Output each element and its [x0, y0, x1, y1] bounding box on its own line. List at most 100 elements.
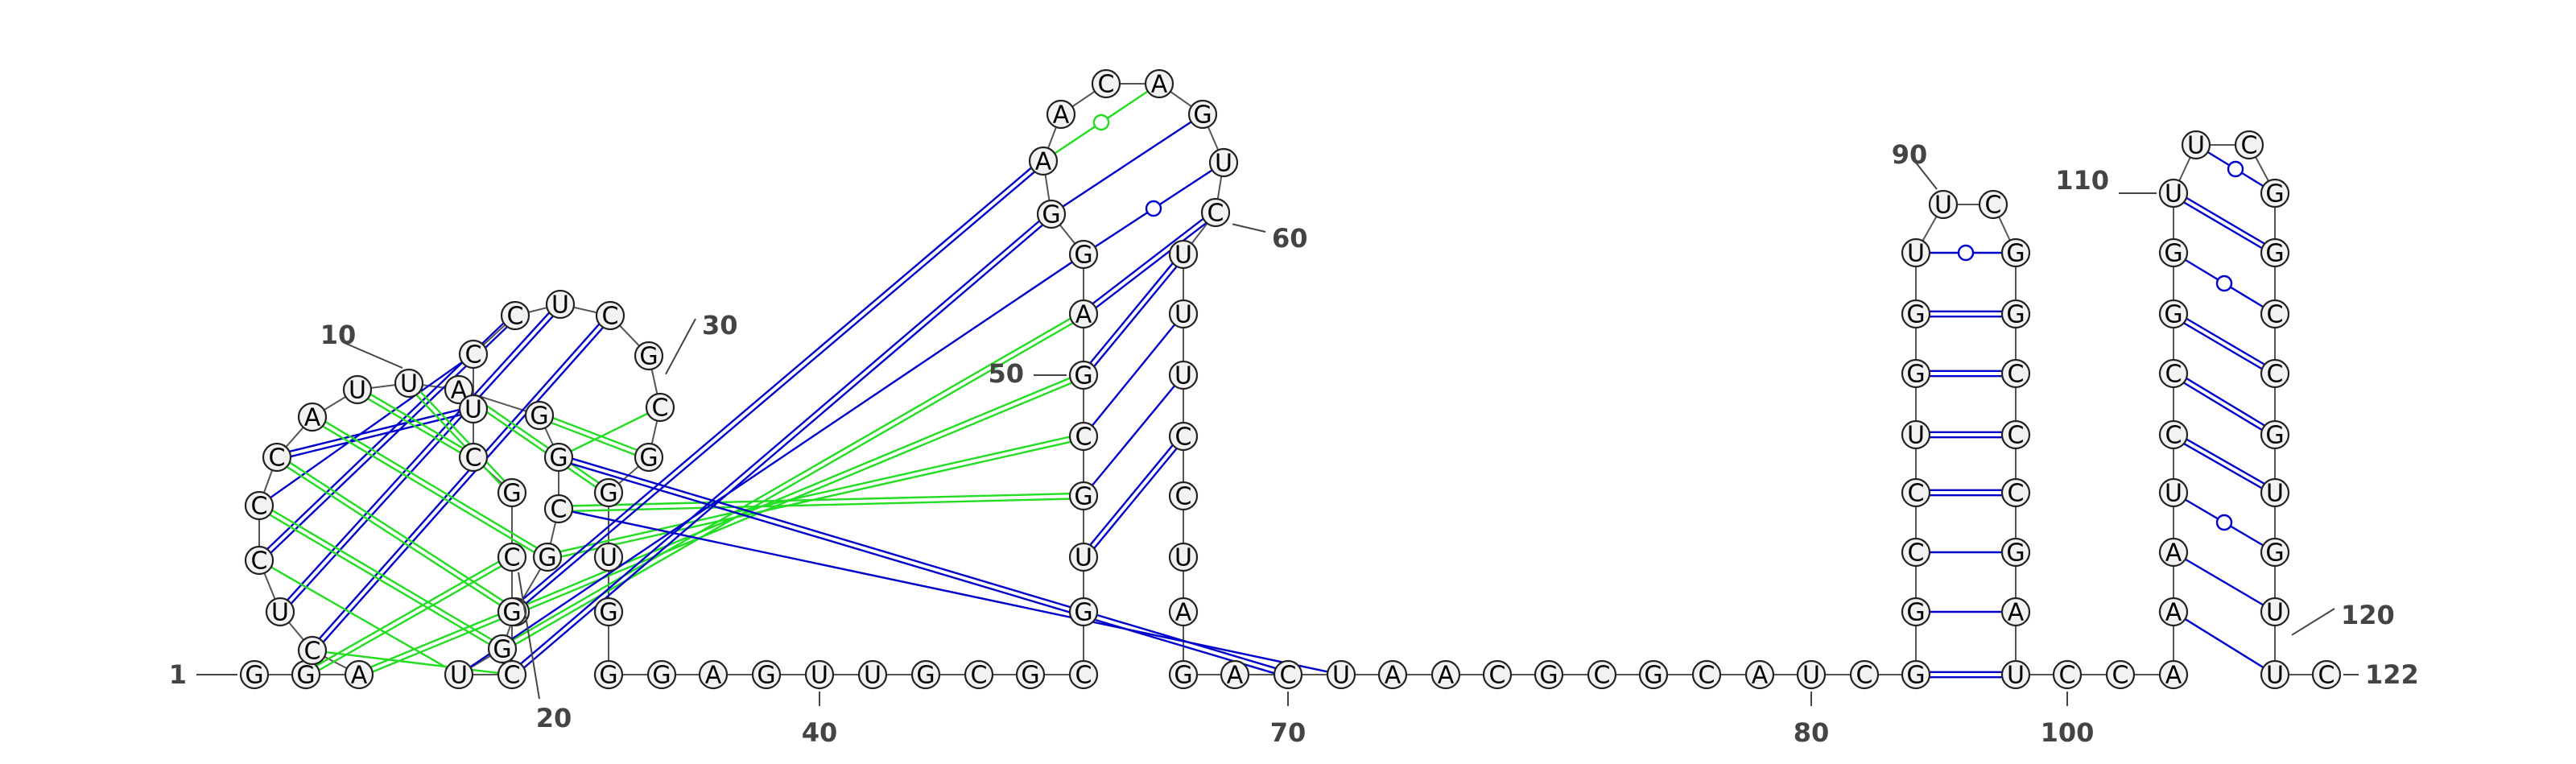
nucleotide-40[interactable]: U	[804, 659, 835, 690]
nucleotide-31[interactable]: C	[645, 392, 675, 423]
nucleotide-23[interactable]: G	[497, 477, 527, 508]
nucleotide-67[interactable]: A	[1168, 597, 1199, 627]
nucleotide-66[interactable]: U	[1168, 542, 1199, 572]
nucleotide-52[interactable]: G	[1068, 239, 1099, 270]
nucleotide-38[interactable]: A	[698, 659, 729, 690]
nucleotide-26[interactable]: C	[458, 339, 489, 370]
nucleotide-108[interactable]: G	[2158, 299, 2189, 329]
nucleotide-88[interactable]: G	[1901, 299, 1931, 329]
nucleotide-102[interactable]: A	[2158, 659, 2189, 690]
nucleotide-122[interactable]: C	[2311, 659, 2342, 690]
nucleotide-7[interactable]: C	[244, 490, 275, 521]
nucleotide-72[interactable]: A	[1377, 659, 1408, 690]
nucleotide-80[interactable]: U	[1796, 659, 1827, 690]
nucleotide-57[interactable]: A	[1144, 68, 1174, 99]
nucleotide-36[interactable]: G	[593, 659, 624, 690]
nucleotide-9[interactable]: A	[297, 402, 328, 432]
nucleotide-90[interactable]: U	[1928, 189, 1959, 220]
nucleotide-8[interactable]: C	[262, 442, 292, 473]
nucleotide-19[interactable]: U	[444, 659, 474, 690]
nucleotide-32[interactable]: G	[634, 442, 664, 473]
nucleotide-5[interactable]: U	[265, 597, 295, 627]
nucleotide-1[interactable]: G	[239, 659, 270, 690]
nucleotide-104[interactable]: A	[2158, 537, 2189, 568]
nucleotide-111[interactable]: U	[2181, 130, 2211, 160]
nucleotide-35[interactable]: G	[593, 597, 624, 627]
nucleotide-22[interactable]: C	[497, 542, 527, 572]
nucleotide-65[interactable]: C	[1168, 481, 1199, 511]
nucleotide-91[interactable]: C	[1978, 189, 2008, 220]
nucleotide-20[interactable]: C	[497, 659, 527, 690]
nucleotide-98[interactable]: A	[2000, 597, 2031, 627]
nucleotide-86[interactable]: U	[1901, 419, 1931, 450]
nucleotide-76[interactable]: C	[1587, 659, 1617, 690]
nucleotide-55[interactable]: A	[1046, 99, 1076, 130]
nucleotide-92[interactable]: G	[2000, 237, 2031, 268]
nucleotide-43[interactable]: C	[964, 659, 994, 690]
nucleotide-58[interactable]: G	[1187, 99, 1218, 130]
nucleotide-114[interactable]: G	[2260, 237, 2290, 268]
nucleotide-118[interactable]: U	[2260, 477, 2290, 508]
nucleotide-85[interactable]: C	[1901, 477, 1931, 508]
nucleotide-15[interactable]: C	[543, 494, 574, 524]
nucleotide-121[interactable]: U	[2260, 659, 2290, 690]
nucleotide-53[interactable]: G	[1036, 199, 1067, 229]
nucleotide-51[interactable]: A	[1068, 299, 1099, 329]
nucleotide-13[interactable]: G	[524, 400, 555, 431]
nucleotide-4[interactable]: C	[297, 635, 328, 666]
nucleotide-112[interactable]: C	[2234, 130, 2264, 160]
nucleotide-100[interactable]: C	[2052, 659, 2083, 690]
nucleotide-3[interactable]: A	[344, 659, 374, 690]
nucleotide-68[interactable]: G	[1168, 659, 1199, 690]
nucleotide-27[interactable]: C	[500, 300, 530, 331]
nucleotide-62[interactable]: U	[1168, 299, 1199, 329]
nucleotide-11[interactable]: U	[394, 368, 424, 399]
nucleotide-83[interactable]: G	[1901, 597, 1931, 627]
nucleotide-77[interactable]: G	[1638, 659, 1669, 690]
nucleotide-87[interactable]: G	[1901, 358, 1931, 389]
nucleotide-103[interactable]: A	[2158, 597, 2189, 627]
nucleotide-25[interactable]: U	[458, 394, 489, 424]
nucleotide-78[interactable]: C	[1691, 659, 1722, 690]
nucleotide-49[interactable]: C	[1068, 421, 1099, 452]
nucleotide-119[interactable]: G	[2260, 537, 2290, 568]
nucleotide-34[interactable]: U	[593, 542, 624, 572]
nucleotide-29[interactable]: C	[595, 300, 625, 331]
nucleotide-42[interactable]: G	[910, 659, 941, 690]
nucleotide-97[interactable]: G	[2000, 537, 2031, 568]
nucleotide-70[interactable]: C	[1273, 659, 1303, 690]
nucleotide-94[interactable]: C	[2000, 358, 2031, 389]
nucleotide-47[interactable]: U	[1068, 542, 1099, 572]
nucleotide-84[interactable]: C	[1901, 537, 1931, 568]
nucleotide-96[interactable]: C	[2000, 477, 2031, 508]
nucleotide-115[interactable]: C	[2260, 299, 2290, 329]
nucleotide-41[interactable]: U	[857, 659, 888, 690]
nucleotide-101[interactable]: C	[2105, 659, 2136, 690]
nucleotide-99[interactable]: U	[2000, 659, 2031, 690]
nucleotide-30[interactable]: G	[634, 341, 664, 371]
nucleotide-73[interactable]: A	[1430, 659, 1461, 690]
nucleotide-116[interactable]: C	[2260, 358, 2290, 389]
nucleotide-107[interactable]: C	[2158, 358, 2189, 389]
nucleotide-24[interactable]: C	[458, 442, 489, 473]
nucleotide-61[interactable]: U	[1168, 239, 1199, 270]
nucleotide-69[interactable]: A	[1220, 659, 1250, 690]
nucleotide-81[interactable]: C	[1849, 659, 1880, 690]
nucleotide-106[interactable]: C	[2158, 419, 2189, 450]
nucleotide-117[interactable]: G	[2260, 419, 2290, 450]
nucleotide-82[interactable]: G	[1901, 659, 1931, 690]
nucleotide-71[interactable]: U	[1326, 659, 1356, 690]
nucleotide-54[interactable]: A	[1028, 146, 1059, 176]
nucleotide-28[interactable]: U	[545, 289, 576, 320]
nucleotide-6[interactable]: C	[244, 545, 275, 576]
nucleotide-16[interactable]: G	[532, 542, 563, 572]
nucleotide-79[interactable]: A	[1744, 659, 1775, 690]
nucleotide-39[interactable]: G	[751, 659, 782, 690]
nucleotide-2[interactable]: G	[291, 659, 321, 690]
nucleotide-48[interactable]: G	[1068, 481, 1099, 511]
nucleotide-109[interactable]: G	[2158, 237, 2189, 268]
nucleotide-113[interactable]: G	[2260, 178, 2290, 209]
nucleotide-44[interactable]: G	[1015, 659, 1046, 690]
nucleotide-64[interactable]: C	[1168, 421, 1199, 452]
nucleotide-12[interactable]: A	[444, 374, 474, 405]
